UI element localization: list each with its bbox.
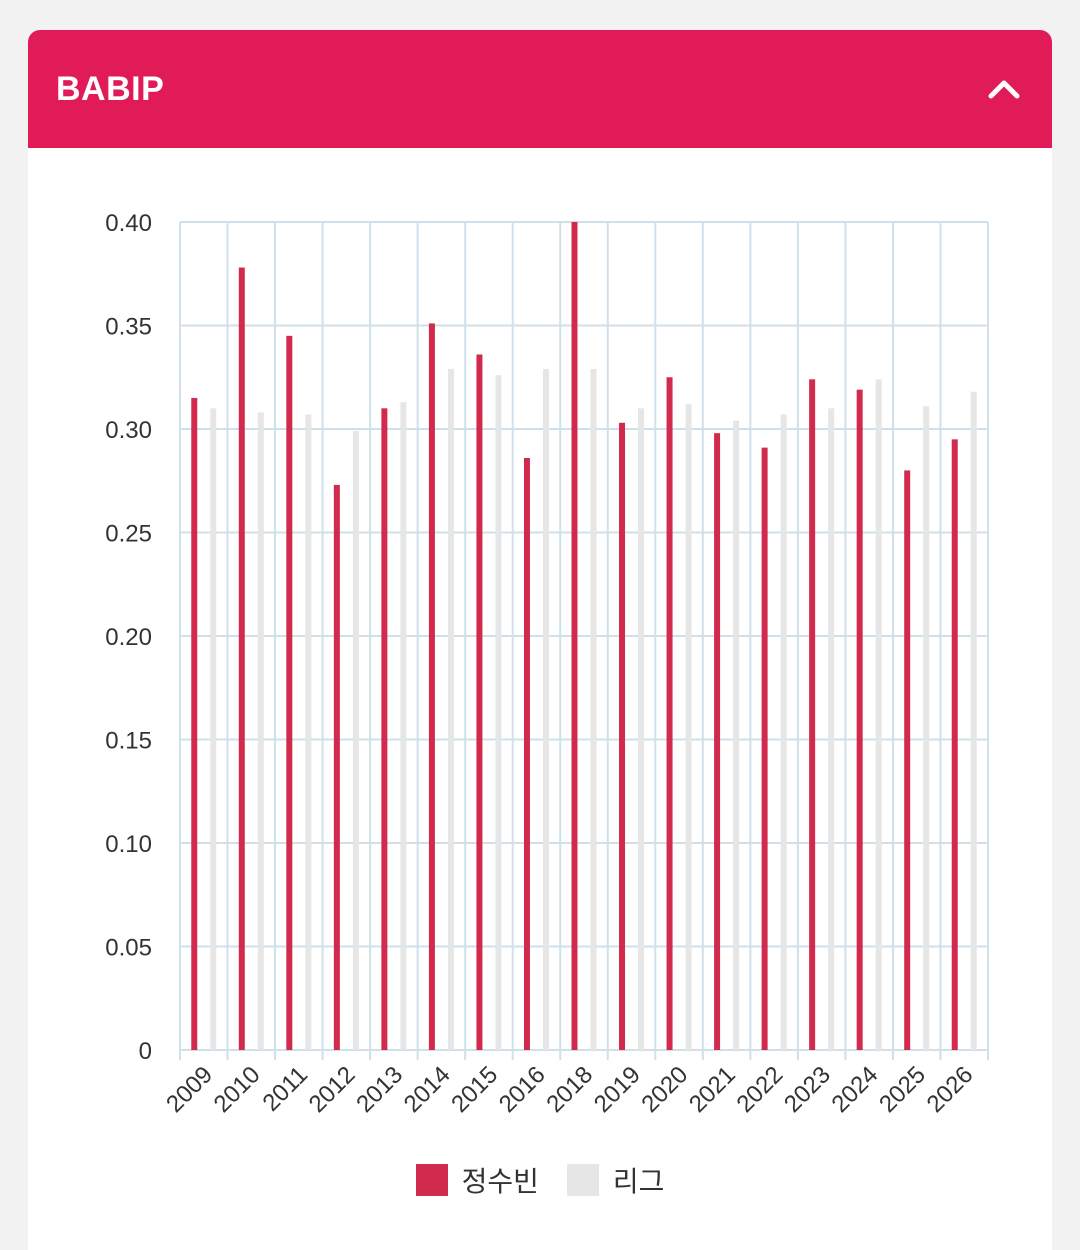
league-bar [590, 368, 597, 1051]
y-tick-label: 0 [139, 1038, 152, 1065]
league-bar [875, 379, 882, 1050]
league-bar [780, 414, 787, 1050]
card-title: BABIP [56, 69, 165, 108]
x-tick-label: 2026 [922, 1061, 979, 1118]
x-tick-label: 2016 [494, 1061, 551, 1118]
card-header[interactable]: BABIP [28, 30, 1052, 148]
y-tick-label: 0.15 [105, 728, 152, 755]
league-bar [447, 368, 454, 1051]
x-tick-label: 2011 [257, 1061, 313, 1117]
babip-bar-chart: 00.050.100.150.200.250.300.350.402009201… [105, 210, 989, 1118]
collapse-button[interactable] [982, 67, 1026, 111]
x-tick-label: 2019 [589, 1061, 646, 1118]
league-bar [210, 408, 217, 1050]
legend-label-player: 정수빈 [461, 1165, 539, 1198]
player-bar [191, 397, 198, 1050]
y-tick-label: 0.20 [105, 624, 152, 651]
chart-legend: 정수빈 리그 [28, 1160, 1052, 1200]
league-bar [733, 420, 740, 1051]
league-bar [970, 391, 977, 1050]
player-bar [381, 408, 388, 1050]
x-tick-label: 2010 [209, 1061, 266, 1118]
league-bar [400, 402, 407, 1051]
player-bar [238, 267, 245, 1050]
league-bar [257, 412, 264, 1050]
player-bar [761, 447, 768, 1050]
y-tick-label: 0.35 [105, 314, 152, 341]
player-bar [619, 422, 626, 1050]
league-bar [352, 431, 359, 1050]
y-tick-label: 0.10 [105, 831, 152, 858]
x-tick-label: 2021 [684, 1061, 741, 1118]
player-bar [809, 379, 816, 1050]
chart-area: 0 0.05 0.10 0.15 0.20 0.25 0.30 0.35 0.40 2009 201… [28, 148, 1052, 1250]
chevron-up-icon [988, 80, 1020, 99]
player-bar [856, 389, 863, 1050]
player-bar [666, 377, 673, 1050]
legend-item-league[interactable]: 리그 [566, 1160, 665, 1200]
league-bar [685, 404, 692, 1050]
x-tick-label: 2014 [399, 1061, 456, 1118]
player-bar [428, 323, 435, 1050]
league-bar [638, 408, 645, 1050]
x-tick-label: 2013 [351, 1061, 408, 1118]
player-bar [714, 433, 721, 1050]
y-tick-label: 0.25 [105, 521, 152, 548]
y-tick-label: 0.05 [105, 935, 152, 962]
league-bar [495, 375, 502, 1050]
x-tick-label: 2009 [161, 1061, 218, 1118]
league-bar [305, 414, 312, 1050]
player-bar [286, 335, 293, 1051]
x-tick-label: 2022 [732, 1061, 789, 1118]
league-bar [542, 368, 549, 1051]
player-bar [571, 222, 578, 1050]
x-tick-label: 2018 [541, 1061, 598, 1118]
babip-card: BABIP 0 0.05 0.10 0.15 0.20 0.25 0.30 0.35 0.40 2… [28, 30, 1052, 1250]
x-tick-label: 2024 [827, 1061, 884, 1118]
player-bar [904, 470, 911, 1050]
x-tick-label: 2012 [304, 1061, 361, 1118]
legend-swatch-league [566, 1164, 599, 1196]
y-tick-label: 0.30 [105, 417, 152, 444]
legend-swatch-player [415, 1164, 448, 1196]
player-bar [476, 354, 483, 1050]
player-bar [523, 457, 530, 1051]
player-bar [951, 439, 958, 1051]
x-tick-label: 2025 [874, 1061, 931, 1118]
league-bar [923, 406, 930, 1051]
player-bar [333, 484, 340, 1050]
x-tick-label: 2020 [636, 1061, 693, 1118]
league-bar [828, 408, 835, 1050]
x-tick-label: 2023 [779, 1061, 836, 1118]
x-tick-label: 2015 [446, 1061, 503, 1118]
y-tick-label: 0.40 [105, 210, 152, 237]
legend-item-player[interactable]: 정수빈 [415, 1160, 539, 1200]
legend-label-league: 리그 [612, 1165, 665, 1198]
